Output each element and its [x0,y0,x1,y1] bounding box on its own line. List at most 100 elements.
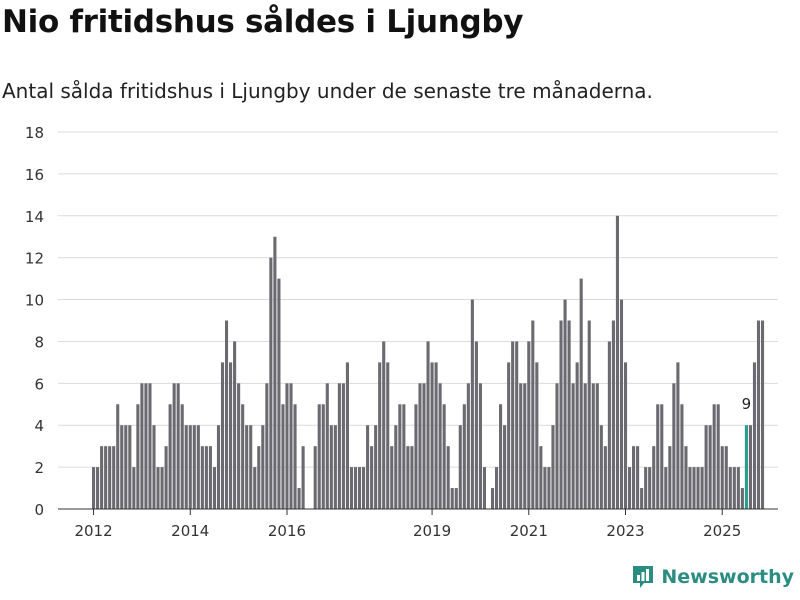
bar [515,341,519,509]
bar [454,488,458,509]
bar [478,383,482,509]
bar [366,425,370,509]
data-labels: 9 [742,395,752,413]
bar [164,446,168,509]
bar [559,320,563,509]
bar [120,425,124,509]
x-tick-label: 2023 [606,522,644,540]
bar [341,383,345,509]
bar [329,425,333,509]
bar [450,488,454,509]
bar [474,341,478,509]
bar [458,425,462,509]
bar [362,467,366,509]
bar [378,362,382,509]
chart-title: Nio fritidshus såldes i Ljungby [2,4,524,40]
bar [273,236,277,509]
bar [636,446,640,509]
bar [281,404,285,509]
bar [615,215,619,509]
highlight-value-label: 9 [742,395,752,413]
bar [470,299,474,509]
bar [660,404,664,509]
bar [756,320,761,509]
y-tick-label: 12 [25,250,44,268]
bar [180,404,184,509]
bar [317,404,321,509]
bar [152,425,156,509]
bar [736,467,740,509]
brand-name: Newsworthy [661,566,794,588]
bar [648,467,652,509]
y-tick-label: 18 [25,124,44,142]
bar [132,467,136,509]
bar [168,404,172,509]
bar [563,299,567,509]
bar [434,362,438,509]
y-tick-label: 10 [25,292,44,310]
bar [511,341,515,509]
bar [611,320,615,509]
bar [551,425,555,509]
bar [353,467,358,509]
y-tick-label: 0 [34,501,44,519]
bar [591,383,595,509]
bar [503,425,507,509]
y-tick-label: 14 [25,208,44,226]
bar [446,446,450,509]
bar [519,383,523,509]
y-tick-label: 16 [25,166,44,184]
bar [539,446,543,509]
bar [462,404,466,509]
bar [740,488,744,509]
bar [720,446,724,509]
bar [229,362,233,509]
bar [220,362,225,509]
bar [664,467,668,509]
bar [575,362,579,509]
bar [499,404,503,509]
x-tick-label: 2016 [268,522,306,540]
bar [144,383,148,509]
x-tick-label: 2025 [703,522,741,540]
bar [523,383,527,509]
bar [112,446,116,509]
bar [527,341,531,509]
bar [104,446,108,509]
bar [587,320,591,509]
bar [482,467,487,509]
bar [752,362,757,509]
bar [212,467,216,509]
bar [148,383,152,509]
bar [426,341,430,509]
bar [289,383,293,509]
bar [394,425,398,509]
bar [410,446,414,509]
bar [116,404,120,509]
bar [92,467,96,509]
bar [200,446,204,509]
bar [555,383,559,509]
bar [204,446,208,509]
y-tick-label: 6 [34,375,44,393]
bar [406,446,410,509]
bar [297,488,301,509]
brand[interactable]: Newsworthy [631,564,794,590]
bar [224,320,229,509]
bar [466,383,470,509]
bar [531,320,535,509]
bar [724,446,728,509]
bar [627,467,632,509]
bar [245,425,249,509]
bar [249,425,253,509]
x-axis: 2012 2014 2016 2019 2021 2023 2025 [58,508,778,540]
bar [216,425,221,509]
bar [414,404,418,509]
bar [579,278,583,509]
bar [374,425,378,509]
bar [543,467,547,509]
bar [430,362,434,509]
bar [370,446,374,509]
bar [237,383,241,509]
